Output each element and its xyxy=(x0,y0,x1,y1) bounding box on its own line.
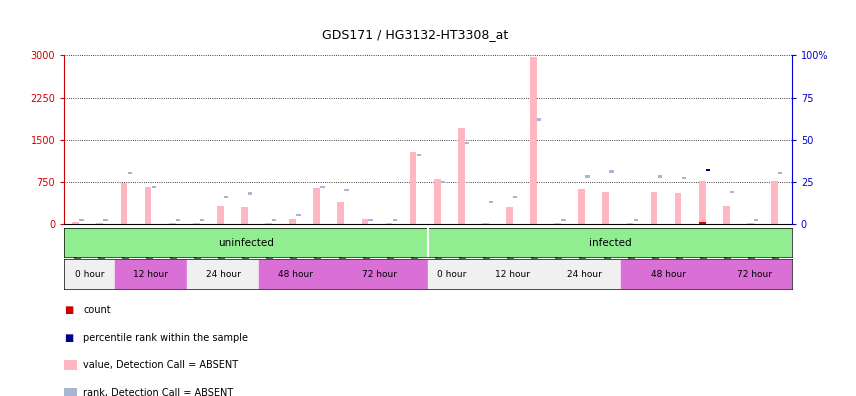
Text: 72 hour: 72 hour xyxy=(737,270,772,279)
Bar xyxy=(428,228,792,257)
Text: uninfected: uninfected xyxy=(218,238,274,248)
Text: infected: infected xyxy=(589,238,631,248)
Text: ■: ■ xyxy=(64,305,74,315)
Bar xyxy=(706,169,710,171)
Bar xyxy=(675,193,681,224)
Bar xyxy=(579,189,586,224)
Bar xyxy=(778,172,782,174)
Bar xyxy=(506,208,513,224)
Bar xyxy=(723,206,729,224)
Bar xyxy=(361,219,368,224)
Bar xyxy=(717,260,792,288)
Bar xyxy=(344,189,348,191)
Text: 24 hour: 24 hour xyxy=(205,270,241,279)
Bar xyxy=(241,207,247,224)
Bar xyxy=(681,177,686,179)
Bar xyxy=(417,154,421,156)
Text: 0 hour: 0 hour xyxy=(74,270,104,279)
Bar xyxy=(771,181,778,224)
Text: 72 hour: 72 hour xyxy=(362,270,397,279)
Bar xyxy=(337,202,344,224)
Bar xyxy=(368,219,373,221)
Bar xyxy=(145,187,152,224)
Bar xyxy=(513,196,517,198)
Bar xyxy=(289,219,296,224)
Bar xyxy=(152,186,156,188)
Bar xyxy=(410,152,416,224)
Bar xyxy=(621,260,717,288)
Bar xyxy=(64,260,115,288)
Bar xyxy=(248,192,253,194)
Bar xyxy=(651,192,657,224)
Bar xyxy=(199,219,205,221)
Bar xyxy=(64,228,428,257)
Text: 48 hour: 48 hour xyxy=(651,270,687,279)
Bar xyxy=(104,219,108,221)
Bar xyxy=(698,222,705,224)
Bar xyxy=(80,219,84,221)
Text: 0 hour: 0 hour xyxy=(437,270,467,279)
Bar xyxy=(393,219,397,221)
Bar xyxy=(549,260,621,288)
Bar xyxy=(657,175,662,178)
Text: 12 hour: 12 hour xyxy=(495,270,530,279)
Bar xyxy=(115,260,187,288)
Bar xyxy=(331,260,428,288)
Bar xyxy=(121,183,128,224)
Text: rank, Detection Call = ABSENT: rank, Detection Call = ABSENT xyxy=(83,388,234,396)
Bar xyxy=(706,169,710,171)
Bar xyxy=(476,260,549,288)
Bar xyxy=(537,118,542,120)
Text: ■: ■ xyxy=(64,333,74,343)
Bar xyxy=(428,260,476,288)
Text: 24 hour: 24 hour xyxy=(568,270,602,279)
Text: percentile rank within the sample: percentile rank within the sample xyxy=(83,333,248,343)
Bar xyxy=(259,260,331,288)
Bar xyxy=(434,179,441,224)
Bar xyxy=(754,219,758,221)
Text: 48 hour: 48 hour xyxy=(278,270,313,279)
Bar xyxy=(320,186,324,188)
Bar xyxy=(530,57,537,224)
Bar xyxy=(128,172,132,174)
Bar xyxy=(441,181,445,183)
Bar xyxy=(586,175,590,178)
Text: count: count xyxy=(83,305,110,315)
Bar xyxy=(603,192,609,224)
Bar xyxy=(73,222,79,224)
Bar xyxy=(465,142,469,144)
Text: value, Detection Call = ABSENT: value, Detection Call = ABSENT xyxy=(83,360,238,370)
Bar xyxy=(609,170,614,173)
Bar xyxy=(489,201,493,203)
Bar xyxy=(296,214,300,217)
Bar xyxy=(698,181,705,224)
Bar xyxy=(224,196,229,198)
Bar xyxy=(217,206,223,224)
Text: GDS171 / HG3132-HT3308_at: GDS171 / HG3132-HT3308_at xyxy=(322,28,508,41)
Text: 12 hour: 12 hour xyxy=(134,270,169,279)
Bar xyxy=(633,219,638,221)
Bar xyxy=(187,260,259,288)
Bar xyxy=(313,188,320,224)
Bar xyxy=(175,219,180,221)
Bar xyxy=(272,219,276,221)
Bar xyxy=(458,128,465,224)
Bar xyxy=(562,219,566,221)
Bar xyxy=(730,190,734,193)
